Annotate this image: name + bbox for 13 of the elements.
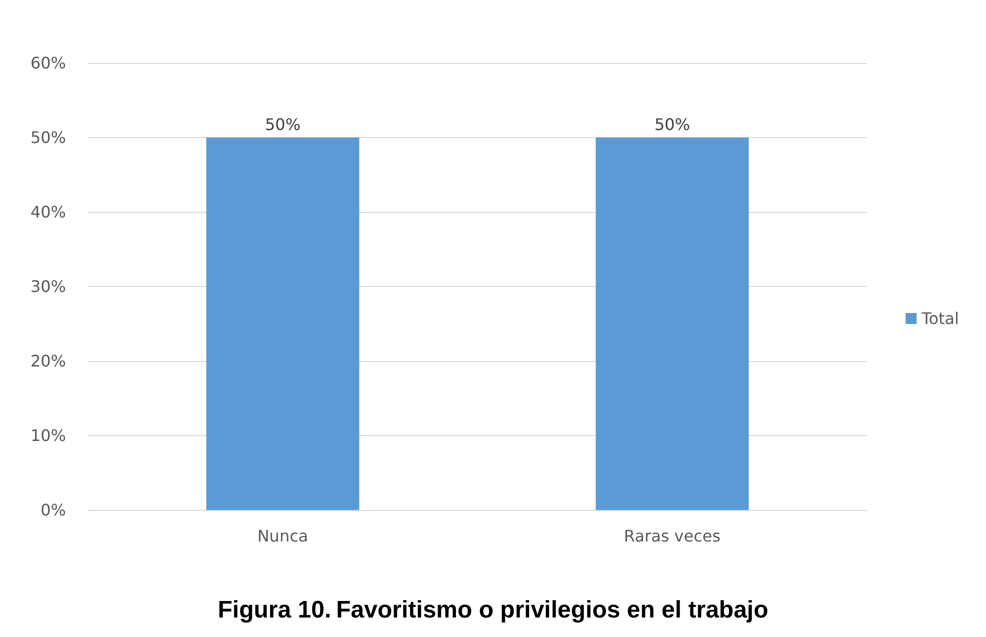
y-tick-label: 0% [40, 500, 66, 520]
y-tick-label: 20% [30, 352, 66, 370]
y-tick-label: 30% [30, 277, 66, 296]
y-tick-label: 40% [30, 202, 66, 222]
data-label: 50% [654, 115, 690, 134]
data-label: 50% [264, 115, 301, 134]
x-tick-label: Nunca [257, 526, 308, 546]
y-tick-label: 10% [30, 426, 66, 445]
y-tick-label: 50% [30, 128, 66, 147]
legend-label: Total [920, 309, 960, 328]
x-tick-label: Raras veces [624, 526, 721, 546]
y-tick-label: 60% [30, 54, 66, 72]
text: Figura 10. Favoritismo o privilegios en el trabajo [218, 596, 768, 624]
